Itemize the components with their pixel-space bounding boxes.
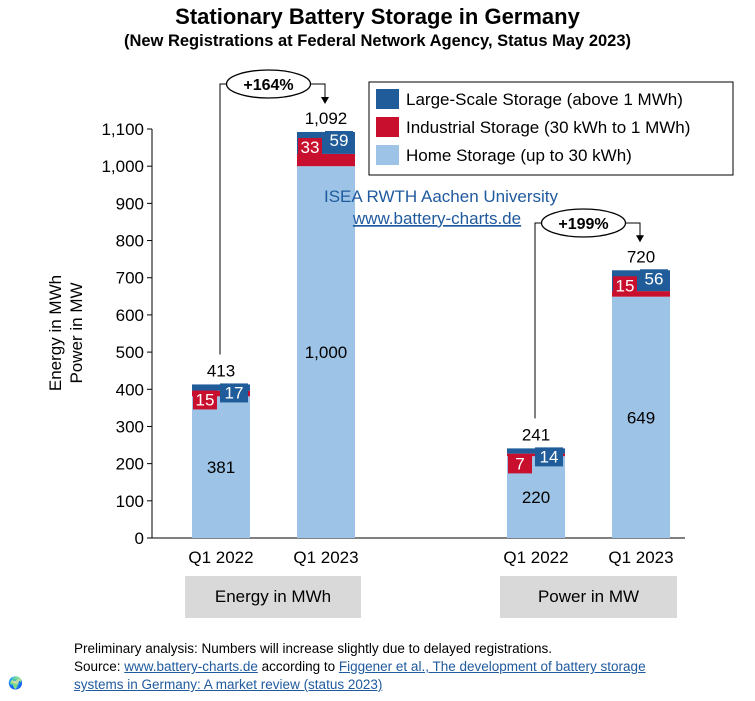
y-tick-label: 900	[116, 194, 144, 213]
data-label-industrial-bg	[298, 137, 322, 157]
data-label-large: 17	[225, 383, 244, 402]
data-label-industrial: 15	[196, 390, 215, 409]
watermark-logo: 🌍	[8, 676, 23, 690]
data-label-industrial: 7	[515, 454, 524, 473]
data-label-total: 1,092	[305, 109, 348, 128]
footer-note: Preliminary analysis: Numbers will incre…	[74, 641, 552, 656]
data-label-home: 220	[522, 488, 550, 507]
growth-ellipse	[540, 208, 627, 238]
legend-swatch-industrial	[376, 117, 399, 137]
y-tick-label: 300	[116, 417, 144, 436]
x-tick-label: Q1 2022	[188, 548, 253, 567]
data-label-large: 14	[540, 447, 559, 466]
paper-link-part1[interactable]: Figgener et al., The development of batt…	[338, 659, 646, 674]
source-annotation-link: www.battery-charts.de	[352, 209, 521, 228]
data-label-home: 649	[627, 408, 655, 427]
data-label-large-bg	[325, 130, 353, 150]
y-axis-title-line1: Energy in MWh	[46, 275, 65, 391]
data-label-industrial-bg	[193, 390, 217, 410]
group-label-power: Power in MW	[500, 576, 677, 618]
bar-industrial-storage	[297, 153, 355, 167]
growth-ellipse	[225, 69, 312, 99]
y-tick-label: 700	[116, 269, 144, 288]
data-label-total: 413	[207, 361, 235, 380]
bar-home-storage	[192, 396, 250, 538]
bar-home-storage	[612, 296, 670, 538]
data-label-large-bg	[640, 269, 668, 289]
data-label-large: 56	[645, 269, 664, 288]
group-label-energy: Energy in MWh	[185, 576, 361, 618]
legend-box	[368, 81, 734, 176]
growth-label: +199%	[558, 216, 608, 233]
source-annotation-line1: ISEA RWTH Aachen University	[324, 187, 558, 206]
footer-source-prefix: Source:	[74, 659, 125, 674]
y-tick-label: 0	[135, 529, 144, 548]
data-label-large-bg	[535, 447, 563, 467]
legend-swatch-home	[376, 145, 399, 165]
y-tick-label: 800	[116, 232, 144, 251]
y-axis-title-line2: Power in MW	[67, 282, 86, 383]
bar-home-storage	[297, 166, 355, 538]
data-label-industrial: 15	[616, 276, 635, 295]
footer-source-line: Source: www.battery-charts.de according …	[74, 659, 646, 674]
x-tick-label: Q1 2023	[608, 548, 673, 567]
y-tick-label: 100	[116, 492, 144, 511]
legend-label-large: Large-Scale Storage (above 1 MWh)	[406, 90, 683, 109]
paper-link-part2[interactable]: systems in Germany: A market review (sta…	[74, 677, 383, 692]
legend-label-industrial: Industrial Storage (30 kWh to 1 MWh)	[406, 118, 690, 137]
data-label-industrial-bg	[613, 276, 637, 296]
data-label-home: 1,000	[305, 343, 348, 362]
x-tick-label: Q1 2022	[503, 548, 568, 567]
footer-source-middle: according to	[257, 659, 339, 674]
y-tick-label: 400	[116, 380, 144, 399]
data-label-large: 59	[330, 131, 349, 150]
y-tick-label: 500	[116, 343, 144, 362]
source-link[interactable]: www.battery-charts.de	[124, 659, 258, 674]
growth-label: +164%	[243, 77, 293, 94]
legend-label-home: Home Storage (up to 30 kWh)	[406, 146, 632, 165]
footer-source-line-2: systems in Germany: A market review (sta…	[74, 677, 382, 692]
growth-arrowhead	[636, 235, 644, 243]
legend-swatch-large	[376, 89, 399, 109]
chart-subtitle: (New Registrations at Federal Network Ag…	[123, 32, 632, 50]
y-tick-label: 200	[116, 455, 144, 474]
data-label-total: 720	[627, 247, 655, 266]
y-tick-label: 1,100	[101, 120, 144, 139]
growth-arrowhead	[321, 96, 329, 104]
bar-industrial-storage	[612, 291, 670, 297]
data-label-home: 381	[207, 458, 235, 477]
x-tick-label: Q1 2023	[293, 548, 358, 567]
data-label-industrial-bg	[508, 454, 532, 474]
y-tick-label: 600	[116, 306, 144, 325]
y-tick-label: 1,000	[101, 157, 144, 176]
data-label-industrial: 33	[301, 138, 320, 157]
data-label-total: 241	[522, 425, 550, 444]
data-label-large-bg	[220, 383, 248, 403]
chart-title: Stationary Battery Storage in Germany	[175, 4, 580, 29]
